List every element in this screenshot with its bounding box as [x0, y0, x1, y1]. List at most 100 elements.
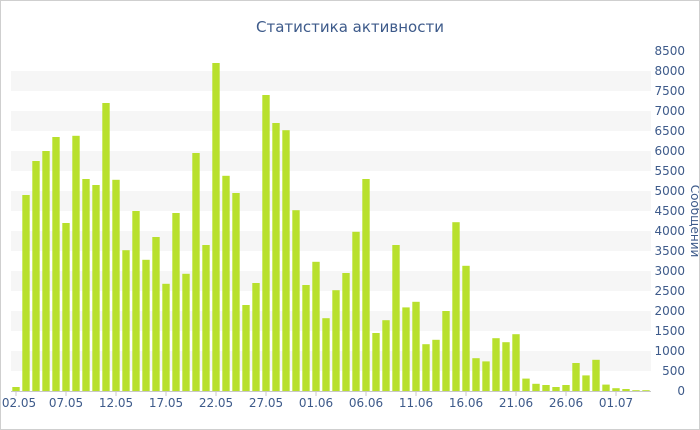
bar[interactable] — [422, 344, 430, 391]
bar[interactable] — [432, 339, 440, 391]
grid-band — [11, 71, 651, 91]
bar[interactable] — [82, 179, 90, 391]
y-tick-label: 7000 — [654, 104, 685, 118]
grid-band — [11, 151, 651, 171]
y-tick-label: 4000 — [654, 224, 685, 238]
bar[interactable] — [102, 103, 110, 391]
bar[interactable] — [582, 375, 590, 391]
bar[interactable] — [112, 179, 120, 391]
bar[interactable] — [362, 179, 370, 391]
bar[interactable] — [52, 137, 60, 391]
bar[interactable] — [642, 390, 650, 391]
x-axis-ticks: 02.05 07.05 12.05 17.05 22.05 27.05 01.06 06.06… — [2, 391, 633, 410]
bar[interactable] — [332, 290, 340, 391]
bar[interactable] — [22, 195, 30, 391]
y-tick-label: 5000 — [654, 184, 685, 198]
bar[interactable] — [552, 387, 560, 391]
bar[interactable] — [162, 283, 170, 391]
bar[interactable] — [172, 213, 180, 391]
bar[interactable] — [492, 338, 500, 391]
x-tick-label: 22.05 — [199, 396, 233, 410]
bar[interactable] — [262, 95, 270, 391]
grid-band — [11, 311, 651, 331]
y-tick-label: 7500 — [654, 84, 685, 98]
y-tick-label: 1500 — [654, 324, 685, 338]
bar[interactable] — [512, 334, 520, 391]
y-tick-label: 2500 — [654, 284, 685, 298]
bar[interactable] — [542, 385, 550, 391]
bar[interactable] — [62, 223, 70, 391]
x-tick-label: 01.07 — [599, 396, 633, 410]
y-tick-label: 8000 — [654, 64, 685, 78]
x-tick-label: 21.06 — [499, 396, 533, 410]
bar[interactable] — [392, 245, 400, 391]
bar[interactable] — [142, 259, 150, 391]
y-tick-label: 3000 — [654, 264, 685, 278]
bar[interactable] — [562, 385, 570, 391]
bar[interactable] — [242, 305, 250, 391]
bar[interactable] — [412, 301, 420, 391]
bar[interactable] — [622, 389, 630, 391]
y-tick-label: 3500 — [654, 244, 685, 258]
bar[interactable] — [42, 151, 50, 391]
bar[interactable] — [312, 261, 320, 391]
bar-series — [12, 63, 650, 391]
y-tick-label: 4500 — [654, 204, 685, 218]
bar[interactable] — [532, 383, 540, 391]
bar[interactable] — [352, 231, 360, 391]
bar[interactable] — [72, 135, 80, 391]
bar[interactable] — [372, 333, 380, 391]
bar[interactable] — [32, 161, 40, 391]
bar[interactable] — [272, 123, 280, 391]
bar[interactable] — [632, 390, 640, 391]
grid-band — [11, 231, 651, 251]
bar[interactable] — [502, 342, 510, 391]
bar[interactable] — [222, 175, 230, 391]
bar[interactable] — [122, 250, 130, 391]
x-tick-label: 12.05 — [99, 396, 133, 410]
bar[interactable] — [442, 311, 450, 391]
bar[interactable] — [202, 245, 210, 391]
bar[interactable] — [252, 283, 260, 391]
y-axis-ticks: 0 500 1000 1500 2000 2500 3000 3500 4000 4500 5000… — [654, 44, 685, 398]
bar[interactable] — [322, 318, 330, 391]
bar[interactable] — [282, 130, 290, 391]
bar[interactable] — [402, 307, 410, 391]
bar[interactable] — [452, 222, 460, 391]
y-tick-label: 0 — [677, 384, 685, 398]
grid-band — [11, 351, 651, 371]
bar[interactable] — [342, 273, 350, 391]
x-tick-label: 01.06 — [299, 396, 333, 410]
x-tick-label: 07.05 — [49, 396, 83, 410]
bar[interactable] — [612, 388, 620, 391]
bar[interactable] — [182, 273, 190, 391]
grid-band — [11, 191, 651, 211]
bar[interactable] — [482, 361, 490, 391]
bar[interactable] — [12, 387, 20, 391]
bar[interactable] — [592, 359, 600, 391]
bar[interactable] — [132, 211, 140, 391]
bar[interactable] — [572, 363, 580, 391]
bar[interactable] — [462, 265, 470, 391]
bar[interactable] — [292, 210, 300, 391]
bar[interactable] — [472, 358, 480, 391]
bar[interactable] — [302, 285, 310, 391]
bar[interactable] — [232, 193, 240, 391]
bar[interactable] — [92, 185, 100, 391]
bar[interactable] — [212, 63, 220, 391]
chart-title: Статистика активности — [256, 18, 444, 36]
y-tick-label: 5500 — [654, 164, 685, 178]
bar[interactable] — [152, 237, 160, 391]
bar[interactable] — [382, 320, 390, 391]
bar[interactable] — [602, 384, 610, 391]
y-tick-label: 6500 — [654, 124, 685, 138]
grid-band — [11, 111, 651, 131]
bar[interactable] — [192, 153, 200, 391]
y-tick-label: 2000 — [654, 304, 685, 318]
grid-bands — [11, 71, 651, 371]
bar[interactable] — [522, 378, 530, 391]
x-tick-label: 26.06 — [549, 396, 583, 410]
y-axis-label: Сообщений — [688, 185, 699, 258]
